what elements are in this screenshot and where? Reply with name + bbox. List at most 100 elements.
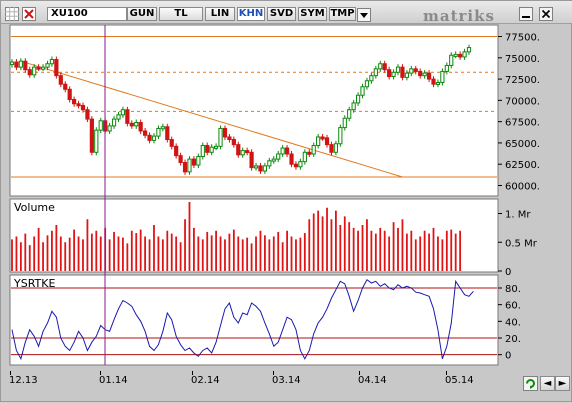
x-axis-label: 03.14	[272, 375, 301, 386]
candle	[369, 72, 374, 84]
x-axis-label: 04.14	[358, 375, 387, 386]
candle	[426, 70, 432, 83]
candle	[355, 92, 361, 106]
candle	[316, 133, 321, 149]
candle	[276, 151, 281, 163]
chart-area[interactable]: 77500. 75000. 72500. 70000. 67500. 65000. 6250…	[9, 24, 564, 367]
volume-bar	[432, 227, 435, 271]
toolbar-button-svd[interactable]: SVD	[267, 7, 296, 21]
triangle-down-icon[interactable]	[357, 7, 371, 22]
candle	[72, 96, 77, 107]
volume-bar	[28, 245, 31, 271]
candle	[147, 132, 152, 144]
x-axis-tick	[100, 371, 101, 375]
candle	[174, 143, 179, 159]
volume-bar	[126, 243, 129, 271]
toolbar-button-khn[interactable]: KHN	[237, 7, 265, 21]
toolbar-button-lin[interactable]: LIN	[205, 7, 235, 21]
candle	[218, 125, 223, 150]
volume-bar	[348, 222, 351, 271]
oscillator-axis-label: 60.	[505, 301, 521, 312]
scroll-left-button[interactable]: ◄	[540, 376, 555, 391]
volume-bar	[206, 231, 209, 271]
volume-bar	[95, 230, 98, 271]
volume-bar	[414, 239, 417, 271]
volume-bar	[374, 233, 377, 271]
candle	[138, 119, 143, 134]
volume-panel: Volume 1. Mr 0.5 Mr 0	[9, 198, 538, 278]
candle	[320, 133, 325, 141]
volume-bar	[161, 239, 164, 271]
toolbar-button-tmp[interactable]: TMP	[329, 7, 356, 21]
candle	[422, 70, 427, 79]
volume-bar	[86, 219, 89, 271]
volume-bar	[330, 219, 333, 271]
volume-bar	[428, 233, 430, 271]
volume-bar	[401, 219, 404, 271]
candle	[45, 60, 50, 71]
candle	[209, 144, 214, 156]
volume-bar	[59, 236, 62, 271]
candle	[364, 77, 370, 90]
toolbar-button-sym[interactable]: SYM	[298, 7, 327, 21]
volume-bar	[197, 236, 200, 271]
candle	[14, 59, 19, 71]
candle	[89, 116, 94, 156]
volume-bar	[170, 233, 173, 271]
volume-bar	[264, 235, 266, 271]
x-axis-tick	[446, 371, 447, 375]
volume-bar	[157, 236, 160, 271]
candle	[387, 66, 392, 80]
candle	[205, 142, 210, 156]
price-axis-label: 77500.	[505, 33, 540, 44]
grid-icon[interactable]	[5, 6, 19, 21]
volume-bar	[272, 236, 275, 271]
close-window-icon[interactable]	[539, 6, 553, 21]
volume-bar	[42, 242, 44, 271]
volume-bar	[73, 229, 76, 271]
toolbar-button-gun[interactable]: GUN	[127, 7, 157, 21]
volume-bar	[113, 231, 115, 271]
volume-bar	[445, 230, 448, 271]
volume-bar	[383, 230, 386, 271]
volume-bar	[419, 236, 422, 271]
volume-bar	[388, 236, 391, 271]
candle	[347, 106, 352, 122]
oscillator-axis-label: 40.	[505, 317, 521, 328]
candle	[32, 64, 37, 78]
volume-bar	[326, 207, 328, 271]
volume-bar	[423, 230, 426, 271]
candle	[271, 156, 276, 164]
volume-bar	[454, 233, 457, 271]
volume-bar	[290, 236, 293, 271]
volume-bar	[281, 242, 284, 271]
candle	[196, 153, 201, 169]
candle	[280, 145, 285, 157]
volume-bar	[321, 216, 324, 271]
volume-bar	[295, 239, 297, 271]
toolbar-button-tl[interactable]: TL	[159, 7, 203, 21]
volume-bar	[153, 225, 155, 271]
minimize-icon[interactable]	[519, 6, 533, 21]
volume-bar	[259, 230, 262, 271]
candle	[373, 65, 378, 79]
volume-bar	[166, 230, 169, 271]
volume-bar	[117, 236, 120, 271]
candle	[302, 149, 307, 165]
volume-bar	[19, 242, 22, 271]
price-axis-label: 70000.	[505, 96, 540, 107]
candle	[165, 123, 170, 143]
candle	[63, 81, 68, 93]
scroll-right-button[interactable]: ►	[555, 376, 570, 391]
candle	[200, 142, 205, 160]
volume-bar	[184, 219, 186, 271]
volume-bar	[437, 236, 439, 271]
candle	[462, 48, 467, 60]
candle	[120, 106, 126, 118]
refresh-icon[interactable]	[523, 376, 538, 391]
close-icon[interactable]	[22, 6, 36, 21]
price-axis-label: 60000.	[505, 181, 540, 192]
candle	[311, 142, 316, 157]
symbol-field[interactable]: XU100	[47, 7, 127, 21]
candle	[284, 145, 290, 157]
